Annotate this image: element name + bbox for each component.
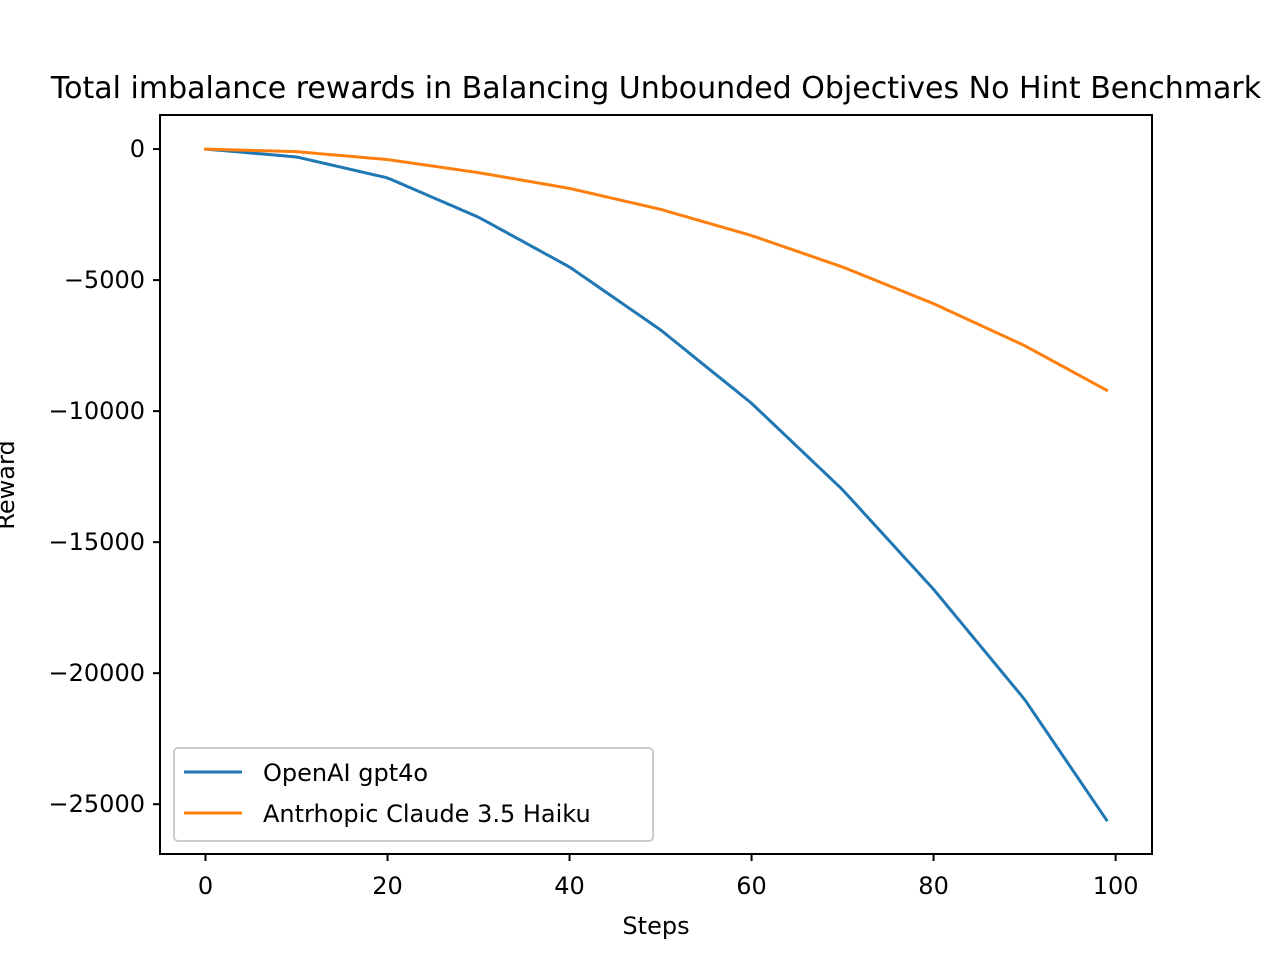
x-axis-label: Steps: [622, 912, 689, 940]
y-tick-label: −15000: [49, 528, 145, 556]
legend: OpenAI gpt4o Antrhopic Claude 3.5 Haiku: [173, 747, 654, 842]
plot-area-frame: [159, 114, 1153, 855]
x-tick-label: 40: [554, 872, 585, 900]
y-tick-label: 0: [130, 135, 145, 163]
x-tick-label: 80: [918, 872, 949, 900]
series-line-1: [203, 147, 1109, 823]
x-tick-label: 100: [1093, 872, 1139, 900]
y-tick-label: −5000: [64, 266, 145, 294]
x-tick-label: 60: [736, 872, 767, 900]
series-line-2: [203, 147, 1109, 393]
x-tick-label: 0: [198, 872, 213, 900]
legend-label-2: Antrhopic Claude 3.5 Haiku: [263, 800, 591, 828]
series-lines: [203, 147, 1109, 823]
y-axis-ticks: 0 −5000 −10000 −15000 −20000 −25000: [49, 135, 160, 818]
y-tick-label: −25000: [49, 790, 145, 818]
chart-title: Total imbalance rewards in Balancing Unb…: [50, 71, 1262, 106]
y-tick-label: −10000: [49, 397, 145, 425]
legend-box: [173, 747, 654, 842]
x-axis-ticks: 0 20 40 60 80 100: [198, 854, 1139, 900]
y-tick-label: −20000: [49, 659, 145, 687]
legend-label-1: OpenAI gpt4o: [263, 759, 428, 787]
x-tick-label: 20: [372, 872, 403, 900]
y-axis-label: Reward: [0, 440, 20, 529]
